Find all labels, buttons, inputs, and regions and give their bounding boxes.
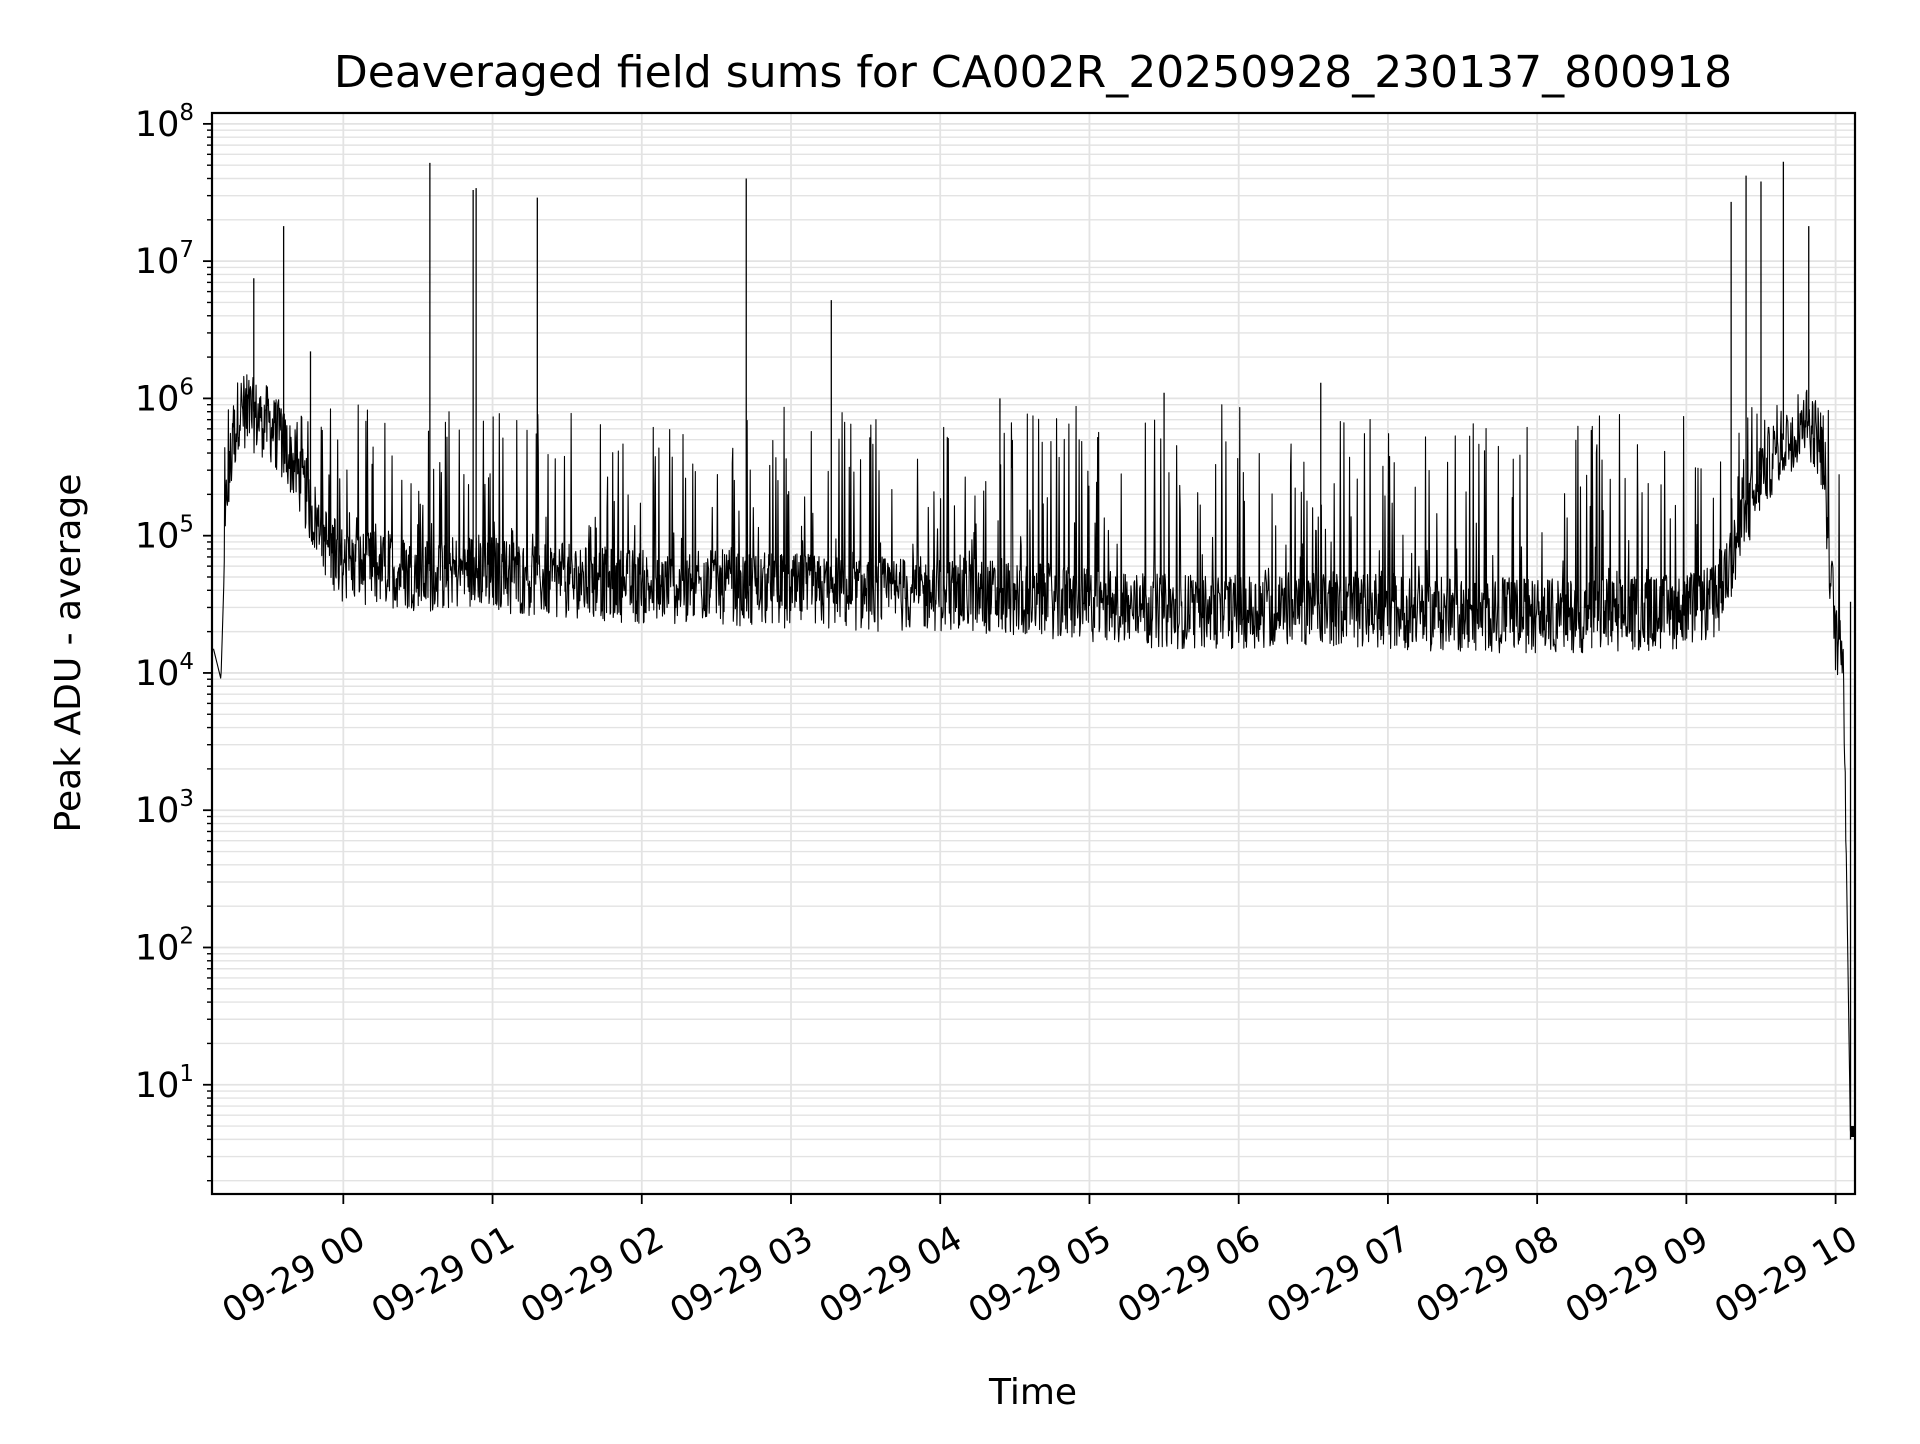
series-line [212, 374, 1856, 1138]
x-tick-label: 09-29 08 [1410, 1219, 1566, 1332]
y-tick-label: 103 [135, 786, 194, 831]
x-axis-label: Time [988, 1372, 1077, 1413]
y-tick-exponent: 6 [179, 374, 194, 400]
y-axis-label: Peak ADU - average [48, 474, 89, 833]
y-tick-exponent: 8 [179, 100, 194, 126]
y-tick-exponent: 3 [179, 786, 194, 812]
y-tick-exponent: 4 [179, 649, 194, 675]
chart-title: Deaveraged field sums for CA002R_2025092… [334, 47, 1732, 98]
x-tick-label: 09-29 10 [1708, 1219, 1864, 1332]
y-tick-exponent: 2 [179, 923, 194, 949]
data-layer [212, 161, 1856, 1140]
y-tick-base: 10 [135, 379, 180, 419]
y-tick-base: 10 [135, 791, 180, 831]
plot-frame [210, 111, 1857, 1196]
y-tick-base: 10 [135, 242, 180, 282]
y-tick-label: 102 [135, 923, 194, 968]
x-tick-label: 09-29 09 [1559, 1219, 1715, 1332]
y-tick-label: 104 [135, 649, 194, 694]
x-tick-label: 09-29 04 [813, 1219, 969, 1332]
y-tick-exponent: 1 [179, 1061, 194, 1087]
x-tick-label: 09-29 02 [514, 1219, 670, 1332]
x-tick-label: 09-29 01 [365, 1219, 521, 1332]
y-tick-base: 10 [135, 1066, 180, 1106]
y-tick-exponent: 7 [179, 237, 194, 263]
y-tick-base: 10 [135, 928, 180, 968]
y-tick-label: 101 [135, 1061, 194, 1106]
y-tick-base: 10 [135, 105, 180, 145]
x-tick-label: 09-29 05 [962, 1219, 1118, 1332]
y-tick-base: 10 [135, 517, 180, 557]
y-tick-label: 105 [135, 512, 194, 557]
x-tick-label: 09-29 06 [1111, 1219, 1267, 1332]
x-tick-label: 09-29 00 [216, 1219, 372, 1332]
y-tick-label: 106 [135, 374, 194, 419]
y-tick-base: 10 [135, 654, 180, 694]
y-tick-exponent: 5 [179, 512, 194, 538]
x-tick-label: 09-29 07 [1261, 1219, 1417, 1332]
y-tick-label: 108 [135, 100, 194, 145]
grid-layer [212, 113, 1855, 1194]
x-tick-label: 09-29 03 [664, 1219, 820, 1332]
y-tick-label: 107 [135, 237, 194, 282]
